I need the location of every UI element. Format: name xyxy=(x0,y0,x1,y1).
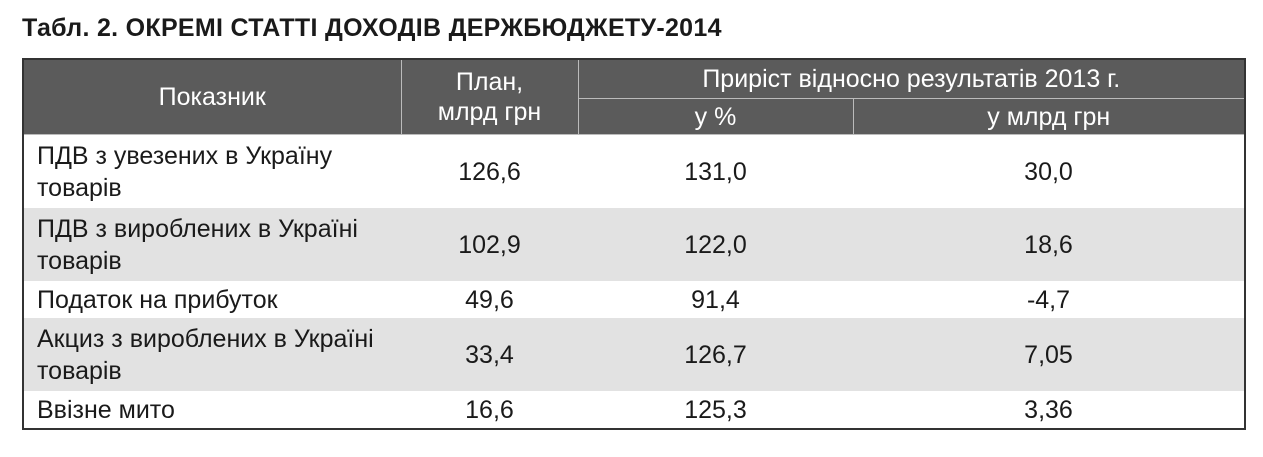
table-row: ПДВ з увезених в Україну товарів 126,6 131… xyxy=(23,135,1245,209)
value-cell: 126,7 xyxy=(578,318,853,391)
header-cell: Показник xyxy=(22,58,402,135)
row-label: Акциз з вироблених в Україні товарів xyxy=(23,318,401,391)
value-cell: -4,7 xyxy=(1026,285,1071,314)
value-cell: 125,3 xyxy=(684,395,747,424)
value-cell: 91,4 xyxy=(691,285,740,314)
value-cell: 102,9 xyxy=(401,208,578,281)
value-cell: 30,0 xyxy=(1024,157,1073,186)
value-cell: 122,0 xyxy=(578,208,853,281)
data-table: Показник План, млрд грн Приріст відносно… xyxy=(22,58,1247,430)
value-cell: 7,05 xyxy=(853,318,1246,391)
value-cell: 33,4 xyxy=(401,318,578,391)
table-row: Акциз з вироблених в Україні товарів 33,4… xyxy=(23,318,1246,391)
value-cell: 18,6 xyxy=(853,208,1246,281)
value-cell: 16,6 xyxy=(465,395,514,424)
row-label: ПДВ з вироблених в Україні товарів xyxy=(23,208,401,281)
row-label: Податок на прибуток xyxy=(37,285,278,314)
table-row: Податок на прибуток 49,6 91,4 -4,7 xyxy=(23,281,1245,318)
row-label: ПДВ з увезених в Україну товарів xyxy=(37,141,333,202)
value-cell: 126,6 xyxy=(458,157,521,186)
header-cell: у % xyxy=(577,98,854,135)
header-text: План, млрд грн xyxy=(437,68,542,126)
table-body: ПДВ з увезених в Україну товарів 126,6 131… xyxy=(23,135,1246,430)
value-cell: 49,6 xyxy=(465,285,514,314)
header-cell: у млрд грн xyxy=(852,98,1246,135)
table-row: Ввізне мито 16,6 125,3 3,36 xyxy=(23,391,1245,429)
value-cell: 131,0 xyxy=(684,157,747,186)
header-cell: Приріст відносно результатів 2013 г. xyxy=(577,58,1246,99)
value-cell: 3,36 xyxy=(1024,395,1073,424)
table-row: ПДВ з вироблених в Україні товарів 102,9 1… xyxy=(23,208,1246,281)
header-cell: План, млрд грн xyxy=(400,58,579,135)
table-title: Табл. 2. ОКРЕМІ СТАТТІ ДОХОДІВ ДЕРЖБЮДЖЕ… xyxy=(22,14,722,42)
row-label: Ввізне мито xyxy=(37,395,175,424)
